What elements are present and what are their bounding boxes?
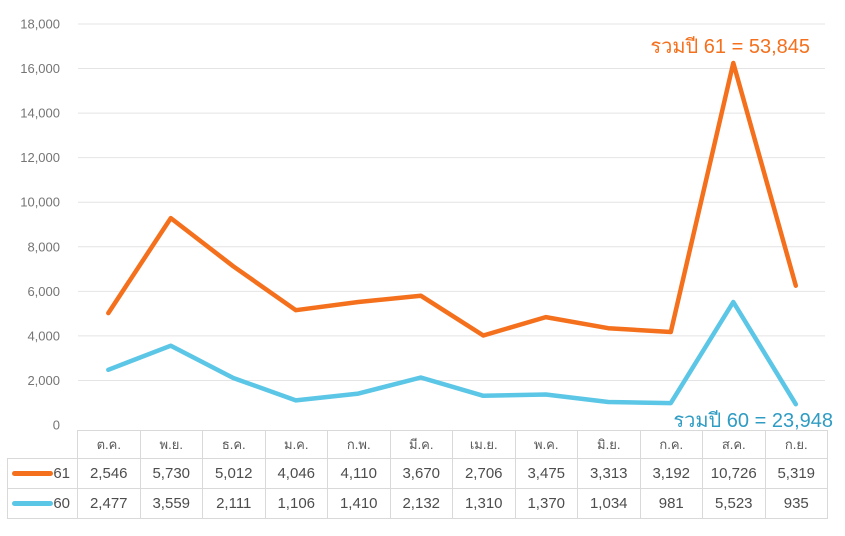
- total-year-60-annotation: รวมปี 60 = 23,948: [673, 410, 833, 432]
- month-header-cell: พ.ย.: [139, 430, 203, 459]
- series-row-61: 61 2,546 5,730 5,012 4,046 4,110 3,670 2,706 3,4…: [7, 458, 828, 489]
- value-cell: 4,046: [264, 458, 328, 489]
- y-axis-tick-label: 2,000: [27, 373, 60, 388]
- value-cell: 2,111: [202, 488, 266, 519]
- value-cell: 5,523: [702, 488, 766, 519]
- legend-line-swatch-60: [12, 501, 54, 506]
- legend-cell-61: 61: [7, 458, 78, 489]
- month-header-cell: ธ.ค.: [202, 430, 266, 459]
- value-cell: 935: [764, 488, 828, 519]
- month-header-cell: พ.ค.: [514, 430, 578, 459]
- y-axis-tick-label: 16,000: [20, 61, 60, 76]
- month-header-cell: ต.ค.: [77, 430, 141, 459]
- value-cell: 10,726: [702, 458, 766, 489]
- y-axis-tick-label: 6,000: [27, 284, 60, 299]
- y-axis-tick-label: 4,000: [27, 328, 60, 343]
- data-table: ต.ค. พ.ย. ธ.ค. ม.ค. ก.พ. มี.ค. เม.ย. พ.ค. มิ.ย. ก…: [7, 430, 828, 519]
- month-header-cell: เม.ย.: [452, 430, 516, 459]
- value-cell: 2,546: [77, 458, 141, 489]
- series-line-60: [106, 299, 799, 407]
- total-year-61-annotation: รวมปี 61 = 53,845: [650, 36, 810, 58]
- value-cell: 1,310: [452, 488, 516, 519]
- value-cell: 3,559: [139, 488, 203, 519]
- month-header-cell: ส.ค.: [702, 430, 766, 459]
- value-cell: 3,192: [639, 458, 703, 489]
- month-header-cell: ม.ค.: [264, 430, 328, 459]
- month-header-cell: มิ.ย.: [577, 430, 641, 459]
- series-row-60: 60 2,477 3,559 2,111 1,106 1,410 2,132 1,310 1,3…: [7, 488, 828, 519]
- legend-entry: 60: [12, 495, 70, 512]
- value-cell: 3,313: [577, 458, 641, 489]
- value-cell: 2,132: [389, 488, 453, 519]
- value-cell: 1,410: [327, 488, 391, 519]
- value-cell: 2,706: [452, 458, 516, 489]
- y-axis-tick-label: 8,000: [27, 239, 60, 254]
- blank-corner-cell: [8, 431, 78, 459]
- stacked-line-chart: 0 2,000 4,000 6,000 8,000 10,000 12,000 14,000 1…: [20, 17, 825, 431]
- value-cell: 5,730: [139, 458, 203, 489]
- y-axis-tick-label: 14,000: [20, 106, 60, 121]
- value-cell: 1,034: [577, 488, 641, 519]
- value-cell: 3,475: [514, 458, 578, 489]
- series-line-61: [106, 60, 799, 338]
- value-cell: 981: [639, 488, 703, 519]
- legend-line-swatch-61: [12, 471, 54, 476]
- month-header-cell: มี.ค.: [389, 430, 453, 459]
- value-cell: 4,110: [327, 458, 391, 489]
- legend-entry: 61: [12, 465, 70, 482]
- value-cell: 1,106: [264, 488, 328, 519]
- month-header-cell: ก.พ.: [327, 430, 391, 459]
- value-cell: 5,319: [764, 458, 828, 489]
- value-cell: 5,012: [202, 458, 266, 489]
- y-axis-tick-label: 10,000: [20, 195, 60, 210]
- y-axis-tick-label: 12,000: [20, 150, 60, 165]
- legend-cell-60: 60: [7, 488, 78, 519]
- value-cell: 2,477: [77, 488, 141, 519]
- legend-label-61: 61: [53, 465, 70, 482]
- y-axis-tick-label: 18,000: [20, 17, 60, 32]
- value-cell: 3,670: [389, 458, 453, 489]
- value-cell: 1,370: [514, 488, 578, 519]
- legend-label-60: 60: [53, 495, 70, 512]
- y-axis-tick-label: 0: [53, 418, 60, 431]
